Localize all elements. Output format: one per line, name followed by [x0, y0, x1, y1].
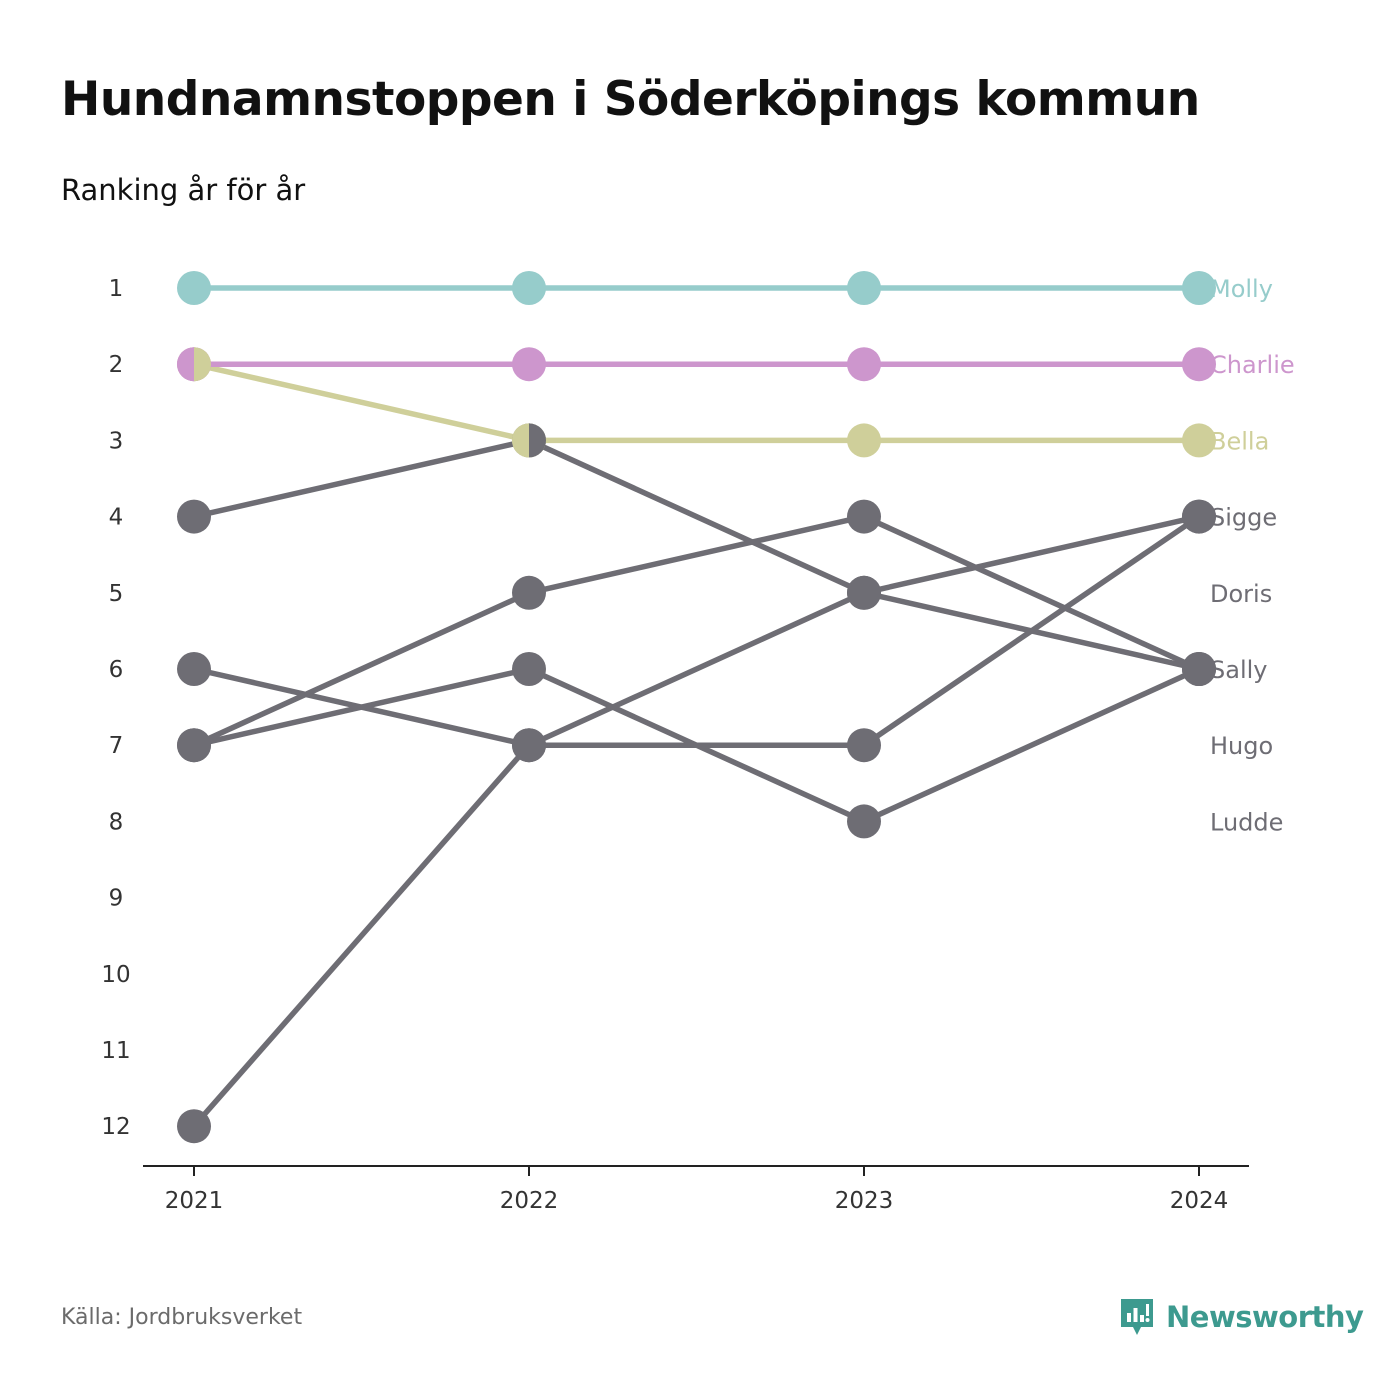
y-tick-label-10: 10	[101, 962, 130, 988]
point-charlie-2022	[512, 347, 546, 382]
series-line-doris	[191, 513, 1202, 748]
point-sigge-2023	[847, 499, 881, 534]
newsworthy-logo-icon	[1121, 1299, 1153, 1335]
point-sigge-2021	[177, 728, 211, 763]
split-marker-left-2022	[512, 423, 529, 458]
point-doris-2021	[177, 652, 211, 686]
end-label-ludde: Ludde	[1210, 808, 1283, 836]
brand-logo: Newsworthy	[1118, 1296, 1364, 1338]
series-points	[177, 271, 1216, 1144]
y-tick-label-8: 8	[109, 809, 124, 835]
y-tick-label-7: 7	[109, 733, 124, 759]
x-tick-label-2022: 2022	[500, 1188, 559, 1214]
end-label-molly: Molly	[1210, 275, 1273, 303]
series-lines	[191, 285, 1202, 1129]
y-tick-label-9: 9	[109, 886, 124, 912]
split-marker-right-2021	[194, 347, 211, 382]
y-tick-label-12: 12	[101, 1114, 130, 1140]
point-ludde-2023	[847, 804, 881, 839]
point-ludde-2022	[512, 652, 546, 686]
split-marker-right-2022	[529, 423, 546, 458]
point-molly-2024	[1182, 271, 1216, 305]
y-tick-label-6: 6	[109, 657, 124, 683]
end-label-charlie: Charlie	[1210, 351, 1295, 379]
split-marker-left-2021	[177, 347, 194, 382]
point-molly-2023	[847, 271, 881, 305]
y-tick-label-3: 3	[109, 428, 124, 454]
end-label-sally: Sally	[1210, 656, 1267, 684]
end-labels: Molly Charlie Bella Sigge Doris Sally Hugo Ludd…	[1210, 275, 1295, 836]
end-label-doris: Doris	[1210, 580, 1272, 608]
y-tick-label-2: 2	[109, 352, 124, 378]
y-tick-label-4: 4	[109, 505, 124, 531]
series-line-sigge	[191, 513, 1202, 748]
point-molly-2021	[177, 271, 211, 305]
point-sigge-2024	[1182, 652, 1216, 686]
x-axis: 2021 2022 2023 2024	[143, 1165, 1249, 1214]
chart-subtitle: Ranking år för år	[61, 173, 306, 207]
point-bella-2023	[847, 423, 881, 458]
chart-title: Hundnamnstoppen i Söderköpings kommun	[61, 72, 1200, 127]
point-doris-2023	[847, 728, 881, 763]
y-tick-label-1: 1	[109, 276, 124, 302]
y-tick-label-11: 11	[101, 1038, 130, 1064]
point-sigge-2022	[512, 575, 546, 610]
point-molly-2022	[512, 271, 546, 305]
x-tick-label-2021: 2021	[165, 1188, 224, 1214]
brand-name: Newsworthy	[1166, 1300, 1364, 1334]
point-charlie-2023	[847, 347, 881, 382]
point-doris-2024	[1182, 499, 1216, 534]
point-sally-2023	[847, 575, 881, 610]
series-line-bella	[191, 361, 1202, 444]
point-hugo-2021	[177, 1109, 211, 1144]
end-label-hugo: Hugo	[1210, 732, 1273, 760]
y-tick-label-5: 5	[109, 581, 124, 607]
end-label-bella: Bella	[1210, 427, 1269, 455]
source-note: Källa: Jordbruksverket	[61, 1305, 303, 1330]
end-label-sigge: Sigge	[1210, 504, 1277, 532]
point-sally-2021	[177, 499, 211, 534]
point-bella-2024	[1182, 423, 1216, 458]
x-tick-label-2023: 2023	[835, 1188, 894, 1214]
point-doris-2022	[512, 728, 546, 763]
point-charlie-2024	[1182, 347, 1216, 382]
x-tick-label-2024: 2024	[1170, 1188, 1229, 1214]
series-line-hugo	[191, 513, 1202, 1129]
